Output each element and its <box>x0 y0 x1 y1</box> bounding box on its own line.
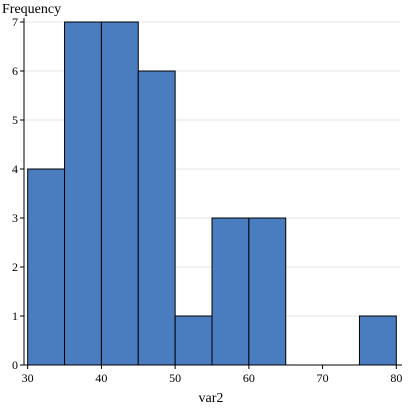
x-tick-label: 80 <box>390 371 402 385</box>
y-tick-label: 7 <box>12 15 18 29</box>
x-tick-label: 50 <box>169 371 181 385</box>
histogram-bar <box>137 70 176 366</box>
y-axis-title: Frequency <box>2 2 61 17</box>
histogram-bar <box>248 217 287 366</box>
x-tick-label: 70 <box>317 371 329 385</box>
axes <box>23 18 402 366</box>
y-tick-label: 1 <box>12 309 18 323</box>
histogram-bar <box>64 21 102 366</box>
y-tick-label: 0 <box>12 358 18 372</box>
y-tick-label: 6 <box>12 64 18 78</box>
x-tick-label: 30 <box>22 371 34 385</box>
histogram-bar <box>211 217 250 366</box>
histogram-bar <box>100 21 139 366</box>
histogram-bars <box>27 21 397 366</box>
y-tick-label: 4 <box>12 162 18 176</box>
x-axis-title: var2 <box>199 391 224 406</box>
histogram-bar <box>358 315 397 366</box>
x-tick-label: 60 <box>243 371 255 385</box>
y-tick-label: 2 <box>12 260 18 274</box>
axis-ticks: 0 1 2 3 4 5 6 7 30 40 50 60 70 80 <box>12 15 402 385</box>
histogram-bar <box>174 315 213 366</box>
y-tick-label: 3 <box>12 211 18 225</box>
y-tick-label: 5 <box>12 113 18 127</box>
histogram-bar <box>27 168 66 366</box>
x-tick-label: 40 <box>95 371 107 385</box>
